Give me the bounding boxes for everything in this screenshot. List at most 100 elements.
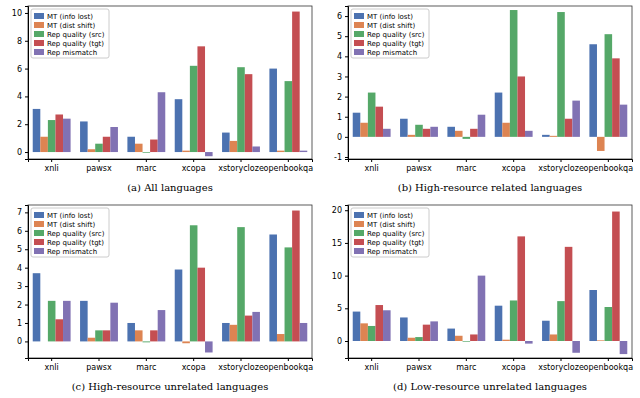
y-tick-mark <box>25 212 28 213</box>
x-tick-label: xstorycloze <box>538 363 584 372</box>
bar <box>292 211 300 342</box>
legend-item: Rep mismatch <box>354 248 417 256</box>
y-tick-label: 3 <box>17 282 22 291</box>
legend-box <box>31 9 109 58</box>
x-tick-label: pawsx <box>406 164 432 173</box>
bar <box>565 247 573 341</box>
x-tick-label: pawsx <box>86 164 112 173</box>
bar <box>190 225 198 341</box>
x-tick: openbookqa <box>264 159 314 173</box>
bars <box>33 12 308 157</box>
bar <box>300 151 308 152</box>
legend-swatch <box>354 212 364 218</box>
y-tick-label: 3 <box>337 73 342 82</box>
bar <box>110 303 118 342</box>
legend: MT (info lost)MT (dist shift)Rep quality… <box>31 9 109 58</box>
x-tick-mark <box>146 358 147 361</box>
bar <box>292 12 300 152</box>
y-tick-label: 2 <box>337 93 342 102</box>
bars <box>33 211 308 353</box>
bar <box>158 310 166 341</box>
y-tick: 7 <box>17 208 28 217</box>
x-tick-mark <box>608 358 609 361</box>
y-axis: 0246810 <box>12 7 29 160</box>
bar <box>572 341 580 353</box>
x-tick-mark <box>419 159 420 162</box>
x-tick-label: openbookqa <box>264 363 314 372</box>
y-axis-line <box>345 7 349 160</box>
legend-label: Rep quality (src) <box>367 230 425 238</box>
bar <box>237 67 245 152</box>
bar <box>252 146 260 152</box>
y-tick-mark <box>25 231 28 232</box>
y-tick-mark <box>345 210 348 211</box>
bar <box>40 137 48 152</box>
x-tick: xstorycloze <box>538 358 584 372</box>
legend-item: Rep quality (src) <box>354 31 425 39</box>
y-tick-mark <box>345 276 348 277</box>
bar <box>205 152 213 156</box>
bar <box>55 319 63 341</box>
x-tick-label: pawsx <box>86 363 112 372</box>
x-tick-label: xnli <box>45 164 59 173</box>
bar <box>135 144 143 152</box>
x-tick: marc <box>456 159 476 173</box>
y-tick-mark <box>25 41 28 42</box>
bar <box>478 115 486 137</box>
y-tick-label: 10 <box>12 9 22 18</box>
legend-swatch <box>354 31 364 37</box>
bar <box>408 338 416 341</box>
y-tick: 15 <box>332 239 348 248</box>
bar <box>197 268 205 342</box>
x-tick-label: xstorycloze <box>218 363 264 372</box>
x-tick-mark <box>608 159 609 162</box>
legend-label: MT (info lost) <box>367 212 413 220</box>
x-tick: pawsx <box>406 159 432 173</box>
legend-swatch <box>354 22 364 28</box>
bar <box>48 301 56 342</box>
bar <box>589 44 597 137</box>
bar <box>589 290 597 341</box>
legend-item: MT (info lost) <box>354 212 413 220</box>
bar <box>557 12 565 137</box>
bar <box>190 66 198 152</box>
y-tick-label: 6 <box>17 227 22 236</box>
legend-label: Rep quality (tgt) <box>367 239 424 247</box>
legend-label: MT (dist shift) <box>47 22 95 30</box>
y-tick-mark <box>345 36 348 37</box>
bar <box>205 341 213 352</box>
legend-item: MT (info lost) <box>34 212 93 220</box>
x-tick-mark <box>241 159 242 162</box>
bar <box>605 307 613 341</box>
y-tick-mark <box>25 268 28 269</box>
legend-swatch <box>34 239 44 245</box>
y-tick-mark <box>345 97 348 98</box>
y-tick-mark <box>25 69 28 70</box>
legend-swatch <box>354 49 364 55</box>
legend-swatch <box>354 230 364 236</box>
legend-label: Rep quality (src) <box>47 230 105 238</box>
x-tick-label: xnli <box>365 164 379 173</box>
bar <box>245 74 253 152</box>
x-tick-label: xcopa <box>182 164 206 173</box>
bar <box>542 135 550 137</box>
legend-label: MT (info lost) <box>47 212 93 220</box>
bar <box>430 321 438 341</box>
y-tick-mark <box>25 305 28 306</box>
x-tick-label: openbookqa <box>584 164 634 173</box>
x-tick: xcopa <box>182 358 206 372</box>
y-tick-mark <box>345 76 348 77</box>
legend-label: Rep quality (tgt) <box>367 40 424 48</box>
legend-box <box>31 208 109 257</box>
legend-swatch <box>34 13 44 19</box>
legend-item: MT (dist shift) <box>34 22 95 30</box>
legend: MT (info lost)MT (dist shift)Rep quality… <box>351 9 429 58</box>
legend-label: Rep quality (src) <box>367 31 425 39</box>
bar <box>510 10 518 137</box>
x-tick-label: xstorycloze <box>218 164 264 173</box>
bar <box>127 323 135 341</box>
bar <box>400 119 408 137</box>
bar <box>88 149 96 152</box>
x-tick: xstorycloze <box>538 159 584 173</box>
bars <box>353 10 628 151</box>
